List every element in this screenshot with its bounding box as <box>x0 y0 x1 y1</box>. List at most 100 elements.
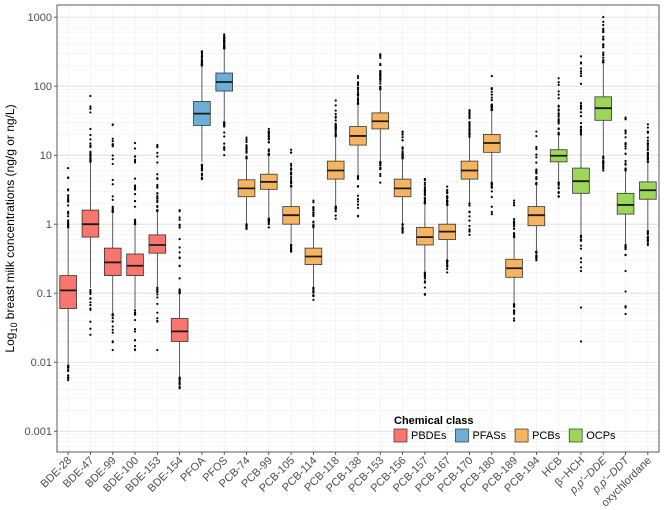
outlier-point <box>245 155 248 158</box>
outlier-point <box>557 183 560 186</box>
outlier-point <box>356 88 360 91</box>
outlier-point <box>290 162 293 165</box>
outlier-point <box>156 209 159 212</box>
outlier-point <box>111 328 114 331</box>
outlier-point <box>401 136 404 139</box>
outlier-point <box>356 94 360 97</box>
outlier-point <box>334 131 337 135</box>
outlier-point <box>290 250 293 253</box>
outlier-point <box>133 328 137 331</box>
outlier-point <box>579 106 583 109</box>
outlier-point <box>67 223 70 226</box>
outlier-point <box>579 72 583 75</box>
outlier-point <box>646 136 649 139</box>
outlier-point <box>535 146 538 149</box>
outlier-point <box>89 288 92 292</box>
legend-key-PFASs <box>455 428 469 443</box>
outlier-point <box>512 305 516 308</box>
outlier-point <box>535 130 538 133</box>
outlier-point <box>178 383 181 386</box>
outlier-point <box>579 306 583 309</box>
outlier-point <box>379 172 382 176</box>
outlier-point <box>490 106 493 110</box>
outlier-point <box>535 176 538 179</box>
outlier-point <box>512 319 516 322</box>
outlier-point <box>89 290 92 293</box>
outlier-point <box>178 387 181 390</box>
outlier-point <box>312 286 315 289</box>
y-tick-label: 0.01 <box>31 357 52 369</box>
box-PCB-138 <box>349 74 367 218</box>
outlier-point <box>379 85 382 88</box>
outlier-point <box>67 210 70 213</box>
outlier-point <box>111 312 114 316</box>
outlier-point <box>133 205 137 208</box>
outlier-point <box>356 203 360 206</box>
outlier-point <box>200 169 204 172</box>
outlier-point <box>624 145 627 148</box>
outlier-point <box>111 143 114 147</box>
outlier-point <box>267 217 270 220</box>
outlier-point <box>290 247 293 251</box>
outlier-point <box>379 88 382 91</box>
outlier-point <box>557 97 560 100</box>
legend-label-PCBs: PCBs <box>532 430 561 442</box>
outlier-point <box>200 55 204 58</box>
outlier-point <box>646 123 649 126</box>
outlier-point <box>579 82 583 86</box>
outlier-point <box>579 101 583 105</box>
outlier-point <box>490 86 493 90</box>
box-PFOA <box>193 50 211 181</box>
box-BDE-154 <box>170 209 189 390</box>
outlier-point <box>267 153 270 156</box>
outlier-point <box>111 325 114 328</box>
outlier-point <box>602 159 605 163</box>
outlier-point <box>89 127 92 131</box>
outlier-point <box>223 142 226 145</box>
outlier-point <box>602 23 605 27</box>
outlier-point <box>356 90 360 94</box>
outlier-point <box>624 132 627 135</box>
outlier-point <box>334 128 337 131</box>
outlier-point <box>490 99 493 102</box>
outlier-point <box>401 227 404 231</box>
box-PCB-156 <box>393 130 412 234</box>
outlier-point <box>245 157 248 160</box>
outlier-point <box>334 122 337 125</box>
outlier-point <box>557 77 560 80</box>
outlier-point <box>178 380 181 384</box>
outlier-point <box>267 127 270 131</box>
outlier-point <box>290 167 293 170</box>
outlier-point <box>624 116 627 119</box>
outlier-point <box>557 186 560 189</box>
outlier-point <box>156 319 159 323</box>
outlier-point <box>468 233 471 236</box>
legend-key-PBDEs <box>393 428 408 443</box>
outlier-point <box>356 81 360 84</box>
outlier-point <box>67 379 70 382</box>
outlier-point <box>423 193 426 197</box>
box-PCB-170 <box>460 108 479 236</box>
outlier-point <box>267 219 270 222</box>
outlier-point <box>290 244 293 247</box>
legend-label-PBDEs: PBDEs <box>411 430 447 442</box>
outlier-point <box>89 94 92 98</box>
outlier-point <box>379 181 382 184</box>
outlier-point <box>446 267 449 271</box>
outlier-point <box>490 74 493 78</box>
outlier-point <box>133 200 137 203</box>
outlier-point <box>111 348 114 352</box>
outlier-point <box>646 231 649 234</box>
box-iqr <box>527 206 546 227</box>
legend-label-PFASs: PFASs <box>472 430 506 442</box>
outlier-point <box>646 233 649 236</box>
outlier-point <box>200 50 204 53</box>
outlier-point <box>468 228 471 231</box>
outlier-point <box>423 275 426 278</box>
outlier-point <box>356 185 360 188</box>
outlier-point <box>67 377 70 380</box>
outlier-point <box>624 305 627 308</box>
outlier-point <box>89 133 92 137</box>
outlier-point <box>223 41 226 44</box>
outlier-point <box>401 150 404 153</box>
